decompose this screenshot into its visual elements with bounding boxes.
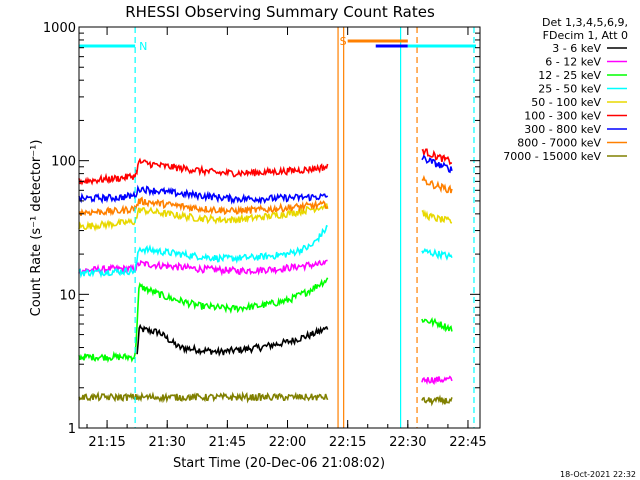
x-axis-label: Start Time (20-Dec-06 21:08:02) <box>173 456 385 471</box>
plot-frame <box>78 26 481 429</box>
legend-header-0: Det 1,3,4,5,6,9, <box>542 16 628 29</box>
x-tick-label-6: 22:45 <box>449 435 486 450</box>
x-tick-label-3: 22:00 <box>269 435 306 450</box>
legend-label-3: 25 - 50 keV <box>538 83 601 96</box>
trace-3-segment-1 <box>421 247 453 261</box>
trace-5-segment-1 <box>421 148 453 166</box>
y-tick-label-3: 1 <box>68 422 76 437</box>
trace-3-segment-0 <box>78 224 328 279</box>
legend-label-5: 100 - 300 keV <box>524 110 601 123</box>
x-tick-label-1: 21:30 <box>148 435 185 450</box>
legend-label-1: 6 - 12 keV <box>545 56 601 69</box>
trace-7-segment-0 <box>78 196 329 217</box>
trace-1-segment-0 <box>78 259 328 277</box>
trace-1-segment-1 <box>421 375 453 386</box>
legend-label-7: 800 - 7000 keV <box>517 137 601 150</box>
trace-5-segment-0 <box>78 157 329 186</box>
traces-layer <box>78 148 453 407</box>
trace-8-segment-0 <box>78 390 329 404</box>
legend: Det 1,3,4,5,6,9,FDecim 1, Att 03 - 6 keV… <box>503 16 628 163</box>
trace-2-segment-0 <box>78 277 329 364</box>
legend-label-8: 7000 - 15000 keV <box>503 150 601 163</box>
y-tick-label-2: 10 <box>59 288 76 303</box>
trace-7-segment-1 <box>421 174 453 194</box>
trace-6-segment-1 <box>421 154 453 174</box>
timestamp: 18-Oct-2021 22:32 <box>560 470 636 479</box>
flag-label-S: S <box>340 35 347 48</box>
legend-header-1: FDecim 1, Att 0 <box>543 29 628 42</box>
x-tick-label-4: 22:15 <box>329 435 366 450</box>
trace-4-segment-1 <box>421 209 453 224</box>
trace-4-segment-0 <box>78 203 329 232</box>
y-tick-label-0: 1000 <box>43 21 76 36</box>
legend-label-4: 50 - 100 keV <box>531 96 601 109</box>
x-tick-label-2: 21:45 <box>209 435 246 450</box>
legend-label-6: 300 - 800 keV <box>524 123 601 136</box>
trace-8-segment-1 <box>421 394 453 407</box>
trace-6-segment-0 <box>78 184 329 206</box>
legend-label-2: 12 - 25 keV <box>538 69 601 82</box>
trace-2-segment-1 <box>421 317 453 333</box>
chart-title: RHESSI Observing Summary Count Rates <box>125 3 435 21</box>
legend-label-0: 3 - 6 keV <box>552 42 601 55</box>
x-tick-label-5: 22:30 <box>389 435 426 450</box>
y-tick-label-1: 100 <box>51 155 76 170</box>
y-axis-label: Count Rate (s⁻¹ detector⁻¹) <box>29 140 44 317</box>
flag-label-N: N <box>139 40 147 53</box>
axes-layer: 21:15 21:30 21:45 22:00 22:15 22:30 22:45 1000 1… <box>43 21 487 450</box>
x-tick-label-0: 21:15 <box>88 435 125 450</box>
trace-0-segment-0 <box>136 323 329 357</box>
